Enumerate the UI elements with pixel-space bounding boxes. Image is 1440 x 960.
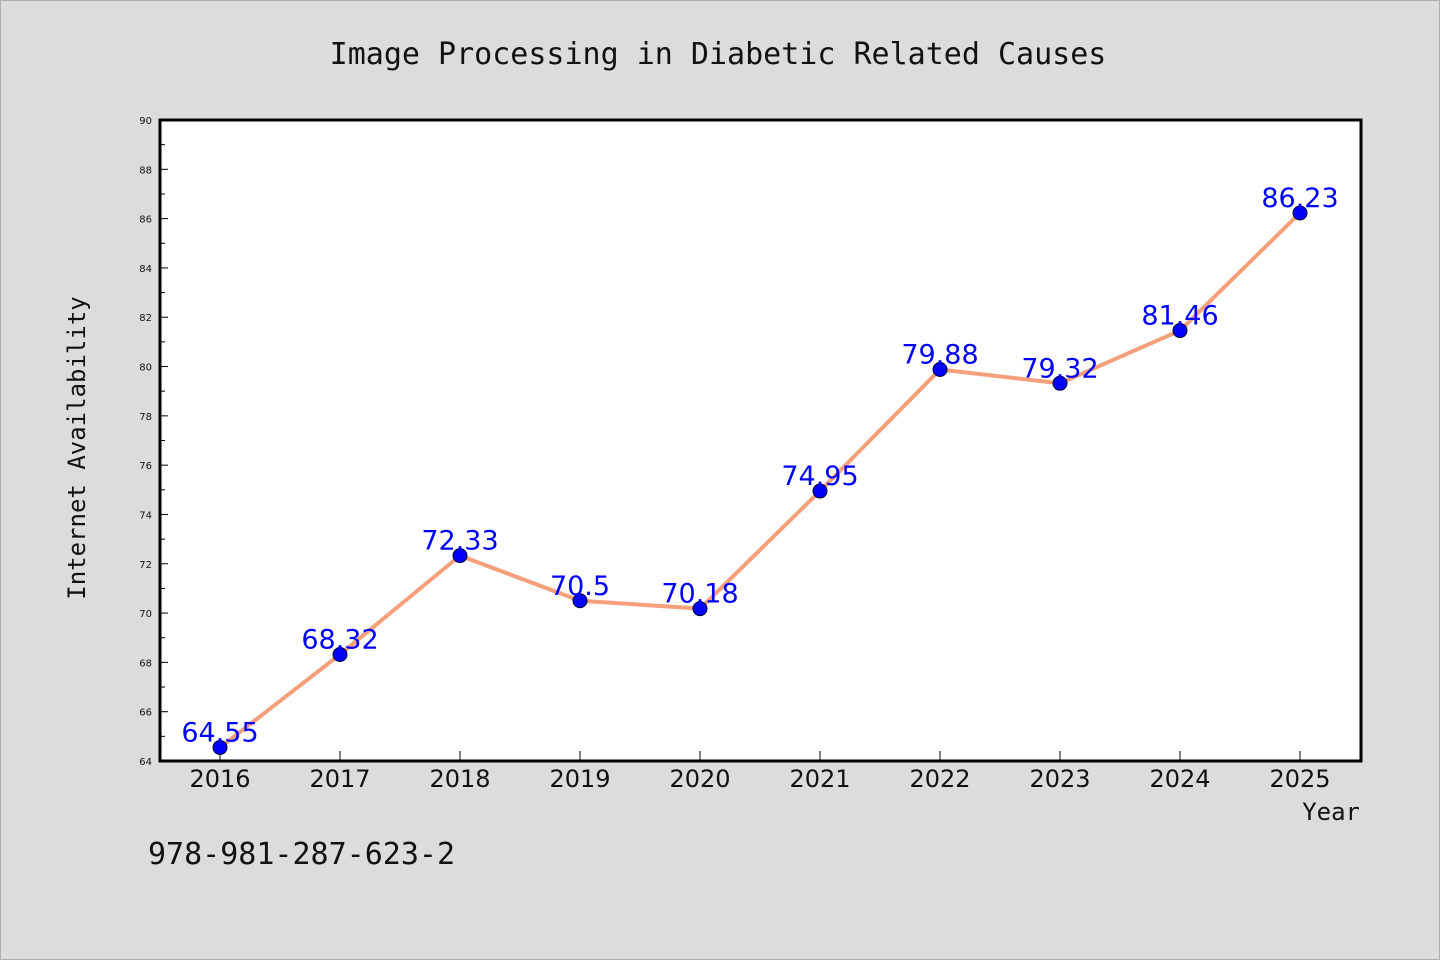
- y-tick-label: 88: [139, 165, 152, 176]
- data-point: [1172, 323, 1188, 339]
- x-axis-label: Year: [1302, 798, 1360, 826]
- chart-title: Image Processing in Diabetic Related Cau…: [330, 37, 1107, 72]
- data-label: 72.33: [421, 526, 498, 557]
- plot-area: [158, 118, 1363, 763]
- y-tick-label: 86: [139, 215, 152, 226]
- y-tick-label: 72: [139, 560, 152, 571]
- y-tick-label: 82: [139, 313, 152, 324]
- x-tick-label: 2024: [1149, 765, 1210, 793]
- x-tick-label: 2018: [429, 765, 490, 793]
- y-tick-label: 70: [139, 609, 152, 620]
- series: [212, 205, 1308, 755]
- isbn-text: 978-981-287-623-2: [148, 837, 455, 872]
- x-tick-label: 2020: [669, 765, 730, 793]
- data-point: [212, 739, 228, 755]
- data-label: 68.32: [301, 624, 378, 655]
- data-point: [572, 593, 588, 609]
- y-axis: 64 66 68 70 72 74 76 78 80 82 84 86 88 90: [139, 116, 168, 768]
- y-tick-label: 84: [139, 264, 152, 275]
- data-label: 70.5: [550, 571, 610, 602]
- data-label: 79.32: [1021, 353, 1098, 384]
- y-tick-label: 74: [139, 510, 152, 521]
- data-label: 86.23: [1261, 183, 1338, 214]
- data-point: [932, 361, 948, 377]
- x-tick-label: 2022: [909, 765, 970, 793]
- y-tick-label: 80: [139, 363, 152, 374]
- data-label: 70.18: [661, 579, 738, 610]
- x-tick-label: 2019: [549, 765, 610, 793]
- x-tick-label: 2023: [1029, 765, 1090, 793]
- data-point: [1292, 205, 1308, 221]
- data-label: 79.88: [901, 339, 978, 370]
- data-labels: 64.55 68.32 72.33 70.5 70.18 74.95 79.88 79.32 8…: [181, 183, 1338, 748]
- data-point: [452, 548, 468, 564]
- y-tick-label: 90: [139, 116, 152, 127]
- y-tick-label: 78: [139, 412, 152, 423]
- y-axis-label: Internet Availability: [63, 296, 91, 599]
- data-point: [332, 646, 348, 662]
- data-label: 64.55: [181, 717, 258, 748]
- x-axis: 2016 2017 2018 2019 2020 2021 2022 2023 2024 2025: [189, 751, 1331, 793]
- data-point: [692, 601, 708, 617]
- data-point: [812, 483, 828, 499]
- data-label: 81.46: [1141, 301, 1218, 332]
- x-tick-label: 2017: [309, 765, 370, 793]
- y-tick-label: 64: [139, 757, 152, 768]
- x-tick-label: 2016: [189, 765, 250, 793]
- x-tick-label: 2025: [1269, 765, 1330, 793]
- data-point: [1052, 375, 1068, 391]
- x-tick-label: 2021: [789, 765, 850, 793]
- y-tick-label: 76: [139, 461, 152, 472]
- y-tick-label: 68: [139, 658, 152, 669]
- y-tick-label: 66: [139, 708, 152, 719]
- data-label: 74.95: [781, 461, 858, 492]
- series-line: [218, 211, 1302, 750]
